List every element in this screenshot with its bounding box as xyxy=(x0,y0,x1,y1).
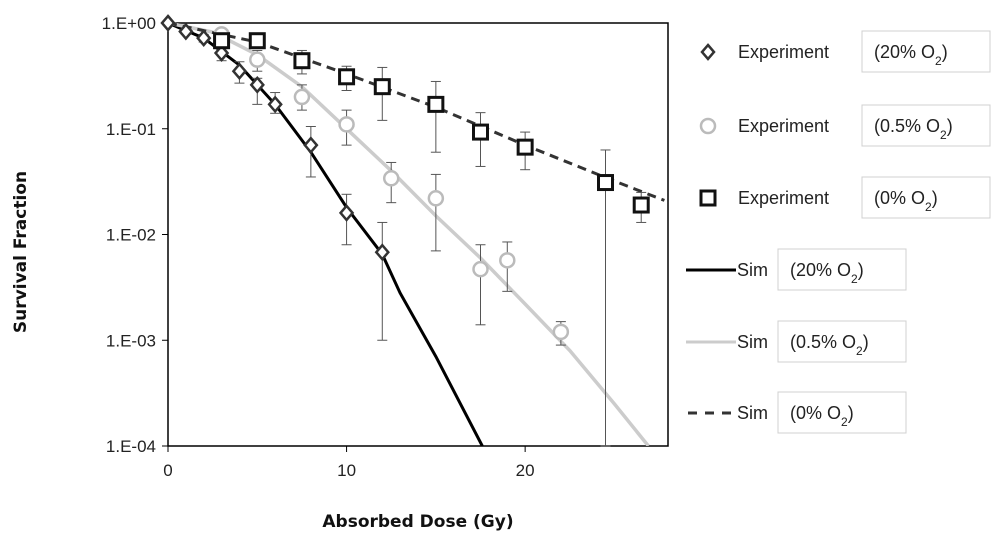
data-point xyxy=(213,44,230,62)
legend-tag-close: ) xyxy=(858,260,864,280)
data-point xyxy=(248,32,266,50)
legend-tag-text: (0.5% O xyxy=(790,332,856,352)
data-point xyxy=(427,190,445,207)
y-tick-label: 1.E+00 xyxy=(102,14,156,33)
legend-label: Experiment xyxy=(738,188,829,208)
data-point xyxy=(373,78,391,96)
x-tick-label: 20 xyxy=(516,461,535,480)
legend-tag: (0.5% O2) xyxy=(790,332,869,358)
data-point xyxy=(196,29,212,48)
legend-tag-box xyxy=(861,104,991,147)
legend-tag-text: (0% O xyxy=(790,403,841,423)
legend-tag-close: ) xyxy=(942,42,948,62)
data-point xyxy=(499,252,516,269)
legend-tag-text: (0% O xyxy=(874,188,925,208)
legend-tag-text: (0.5% O xyxy=(874,116,940,136)
legend-tag-close: ) xyxy=(863,332,869,352)
legend-tag-subscript: 2 xyxy=(935,54,942,68)
data-point xyxy=(382,170,400,187)
legend-label: Sim xyxy=(737,332,768,352)
data-point xyxy=(293,52,311,70)
y-axis-title: Survival Fraction xyxy=(11,171,31,333)
legend-tag: (20% O2) xyxy=(874,42,948,68)
y-tick-label: 1.E-04 xyxy=(106,437,156,456)
data-point xyxy=(632,196,650,214)
legend-marker xyxy=(699,117,717,135)
legend-tag: (0% O2) xyxy=(874,188,938,214)
legend-marker xyxy=(699,189,717,207)
legend-label: Sim xyxy=(737,260,768,280)
data-point xyxy=(472,260,489,278)
x-axis-title: Absorbed Dose (Gy) xyxy=(322,512,513,532)
legend-tag-box xyxy=(777,391,907,434)
legend-tag: (0% O2) xyxy=(790,403,854,429)
data-point xyxy=(338,203,355,222)
data-point xyxy=(597,174,614,192)
legend-tag-subscript: 2 xyxy=(856,344,863,358)
legend-tag-close: ) xyxy=(848,403,854,423)
data-point xyxy=(472,123,489,141)
data-point xyxy=(213,32,231,50)
data-point xyxy=(178,22,194,41)
sim-curve xyxy=(168,21,484,446)
legend-tag-subscript: 2 xyxy=(851,272,858,286)
data-point xyxy=(338,116,355,133)
legend-tag: (20% O2) xyxy=(790,260,864,286)
x-tick-label: 0 xyxy=(163,461,172,480)
legend-tag-close: ) xyxy=(947,116,953,136)
legend-tag-subscript: 2 xyxy=(940,128,947,142)
legend-tag-box xyxy=(861,30,991,73)
legend-tag: (0.5% O2) xyxy=(874,116,953,142)
legend-tag-close: ) xyxy=(932,188,938,208)
data-point xyxy=(374,243,390,262)
y-tick-label: 1.E-03 xyxy=(106,331,156,350)
y-tick-label: 1.E-02 xyxy=(106,226,156,245)
legend-marker xyxy=(700,43,716,61)
legend-label: Experiment xyxy=(738,42,829,62)
sim-curve xyxy=(168,21,665,202)
data-point xyxy=(516,138,534,156)
plot-frame xyxy=(167,22,669,447)
legend-label: Sim xyxy=(737,403,768,423)
data-point xyxy=(427,95,445,113)
sim-curve xyxy=(168,21,650,446)
legend-tag-text: (20% O xyxy=(790,260,851,280)
data-point xyxy=(249,51,266,68)
y-tick-label: 1.E-01 xyxy=(106,120,156,139)
data-point xyxy=(552,323,570,341)
legend-tag-text: (20% O xyxy=(874,42,935,62)
legend-tag-box xyxy=(777,320,907,363)
x-tick-label: 10 xyxy=(337,461,356,480)
data-point xyxy=(160,14,176,32)
legend-tag-box xyxy=(777,248,907,291)
data-point xyxy=(293,88,311,106)
legend-tag-subscript: 2 xyxy=(841,415,848,429)
data-point xyxy=(231,62,248,81)
legend-label: Experiment xyxy=(738,116,829,136)
data-point xyxy=(267,95,283,114)
legend-tag-subscript: 2 xyxy=(925,200,932,214)
data-point xyxy=(249,75,265,94)
data-point xyxy=(303,136,319,155)
legend-tag-box xyxy=(861,176,991,219)
data-point xyxy=(338,68,356,86)
